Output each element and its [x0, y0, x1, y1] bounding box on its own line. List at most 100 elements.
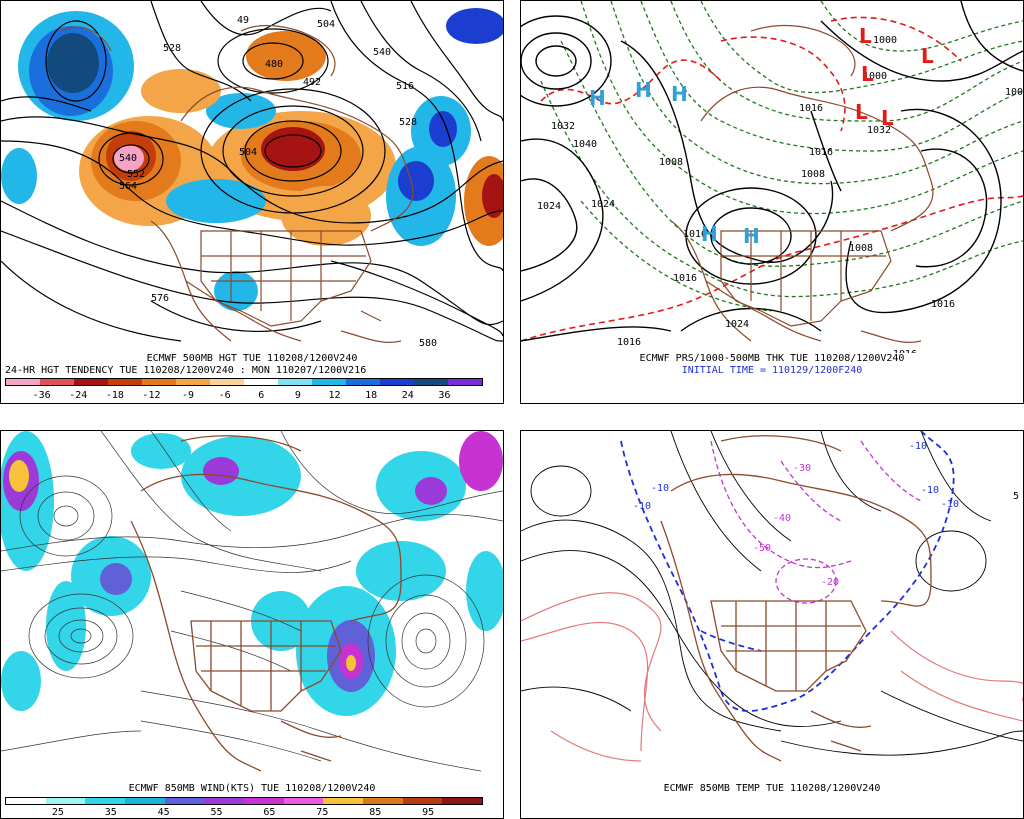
colorbar-swatch — [448, 379, 482, 385]
isobar-label: 1016 — [617, 337, 641, 348]
colorbar-swatch — [142, 379, 176, 385]
colorbar-tick-label: -6 — [218, 390, 231, 401]
colorbar-swatch — [108, 379, 142, 385]
warm-isotherms — [521, 592, 1023, 762]
contour-label: 49 — [237, 15, 249, 26]
colorbar-tick-label: -9 — [182, 390, 195, 401]
isobar-label: 1016 — [683, 229, 707, 240]
height-contour-labels: 528 49 504 540 480 492 516 504 528 540 5… — [119, 15, 437, 349]
contour-label: 540 — [373, 47, 391, 58]
colorbar-swatch — [243, 798, 284, 804]
isobar-label: 1024 — [591, 199, 615, 210]
colorbar-swatch — [442, 798, 482, 804]
wind-speed-shading — [1, 431, 503, 716]
contour-label: 580 — [419, 338, 437, 349]
pressure-centers: H H H H H L L L L L — [589, 24, 934, 248]
colorbar-swatch — [402, 798, 443, 804]
panel-pressure-thickness: 1032 1040 1024 1016 1016 1024 1016 1008 … — [520, 0, 1024, 404]
panel-500mb-height: 528 49 504 540 480 492 516 504 528 540 5… — [0, 0, 504, 404]
isobar-label: 1000 — [1005, 87, 1023, 98]
isobars — [521, 1, 1023, 342]
contour-label: 576 — [151, 293, 169, 304]
isotherm-label: -10 — [651, 483, 669, 494]
colorbar-swatch — [323, 798, 363, 804]
colorbar-tick-label: 24 — [401, 390, 414, 401]
isotherm-label: -50 — [753, 543, 771, 554]
tendency-colorbar-labels: -36 -24 -18 -12 -9 -6 6 9 12 18 24 36 — [5, 390, 481, 402]
high-pressure-letter: H — [743, 224, 760, 248]
isobar-label: 1024 — [537, 201, 561, 212]
isobar-label: 1024 — [725, 319, 749, 330]
map-500mb-height: 528 49 504 540 480 492 516 504 528 540 5… — [1, 1, 503, 349]
colorbar-swatch — [124, 798, 165, 804]
colorbar-swatch — [283, 798, 324, 804]
contour-label: 504 — [239, 147, 257, 158]
map-pressure-thickness: 1032 1040 1024 1016 1016 1024 1016 1008 … — [521, 1, 1023, 353]
colorbar-swatch — [210, 379, 244, 385]
isobar-label: 1040 — [573, 139, 597, 150]
isotherm-label: -20 — [821, 577, 839, 588]
isotherm-label: -10 — [909, 441, 927, 452]
isobar-label: 1032 — [551, 121, 575, 132]
colorbar-swatch — [176, 379, 210, 385]
colorbar-swatch — [6, 798, 46, 804]
caption-500mb-line2: 24-HR HGT TENDENCY TUE 110208/1200V240 :… — [5, 365, 367, 376]
contour-label: 528 — [163, 43, 181, 54]
colorbar-swatch — [244, 379, 278, 385]
contour-label: 480 — [265, 59, 283, 70]
coastlines — [670, 24, 934, 343]
low-pressure-letter: L — [859, 24, 872, 48]
isotherm-label: -40 — [773, 513, 791, 524]
colorbar-swatch — [278, 379, 312, 385]
caption-850mb-temp: ECMWF 850MB TEMP TUE 110208/1200V240 — [663, 783, 881, 794]
low-pressure-letter: L — [921, 44, 934, 68]
height-contours — [1, 1, 503, 342]
isobar-label: 1016 — [809, 147, 833, 158]
contour-label: 564 — [119, 181, 137, 192]
colorbar-tick-label: 36 — [438, 390, 451, 401]
colorbar-swatch — [346, 379, 380, 385]
colorbar-tick-label: 55 — [210, 807, 223, 818]
isobar-label: 1032 — [867, 125, 891, 136]
isotherm-label: 5 — [1013, 491, 1019, 502]
high-pressure-letter: H — [589, 86, 606, 110]
isotherm-label: -10 — [633, 501, 651, 512]
isobar-label: 1000 — [863, 71, 887, 82]
high-pressure-letter: H — [701, 222, 718, 246]
colorbar-swatch — [6, 379, 40, 385]
coastlines — [130, 435, 402, 772]
isobar-label: 1016 — [673, 273, 697, 284]
colorbar-tick-label: -36 — [32, 390, 51, 401]
colorbar-tick-label: 35 — [104, 807, 117, 818]
colorbar-swatch — [40, 379, 74, 385]
contour-label: 504 — [317, 19, 335, 30]
contour-label: 540 — [119, 153, 137, 164]
contour-label: 552 — [127, 169, 145, 180]
coastlines — [60, 25, 414, 343]
colorbar-swatch — [362, 798, 403, 804]
isotherm-label: -30 — [793, 463, 811, 474]
colorbar-tick-label: 45 — [157, 807, 170, 818]
low-pressure-letter: L — [855, 100, 868, 124]
isobar-label: 1008 — [849, 243, 873, 254]
caption-850mb-wind: ECMWF 850MB WIND(KTS) TUE 110208/1200V24… — [128, 783, 376, 794]
thickness-warm-contours — [521, 16, 1023, 342]
colorbar-tick-label: -24 — [69, 390, 88, 401]
colorbar-tick-label: 18 — [365, 390, 378, 401]
isobar-label: 1000 — [873, 35, 897, 46]
colorbar-swatch — [45, 798, 86, 804]
colorbar-tick-label: 65 — [263, 807, 276, 818]
contour-label: 528 — [399, 117, 417, 128]
wind-colorbar-labels: 25 35 45 55 65 75 85 95 — [5, 807, 481, 819]
panel-850mb-wind: ECMWF 850MB WIND(KTS) TUE 110208/1200V24… — [0, 430, 504, 819]
isotherm-labels: -10 -10 -10 -10 -10 -20 -30 -40 -50 5 — [633, 441, 1019, 588]
thickness-contours — [540, 1, 1023, 312]
colorbar-tick-label: 12 — [328, 390, 341, 401]
contour-label: 492 — [303, 77, 321, 88]
map-850mb-temperature: -10 -10 -10 -10 -10 -20 -30 -40 -50 5 — [521, 431, 1023, 762]
height-tendency-shading — [1, 8, 503, 311]
caption-500mb-line1: ECMWF 500MB HGT TUE 110208/1200V240 — [146, 353, 358, 364]
colorbar-tick-label: -18 — [105, 390, 124, 401]
colorbar-swatch — [312, 379, 346, 385]
colorbar-swatch — [380, 379, 414, 385]
